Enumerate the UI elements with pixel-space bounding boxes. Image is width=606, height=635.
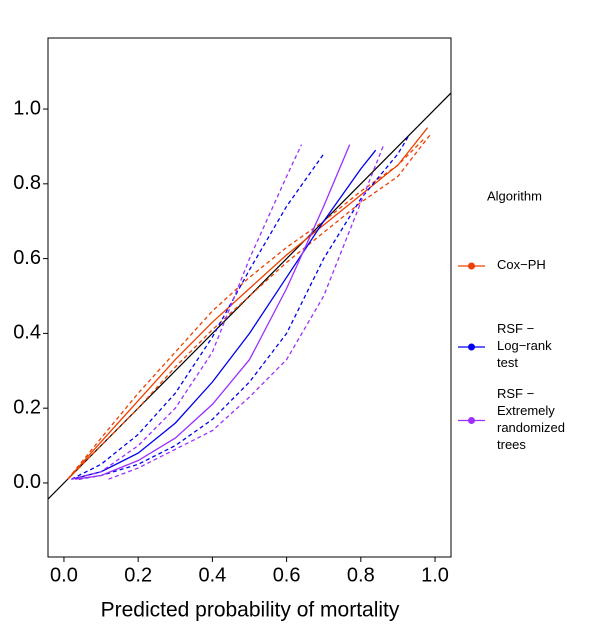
y-tick-label: 0.4	[13, 322, 41, 344]
legend-label-line: Log−rank	[497, 338, 552, 353]
legend-dot	[468, 343, 475, 351]
x-tick-label: 0.0	[50, 564, 78, 586]
series-line	[67, 127, 429, 480]
panel	[47, 37, 452, 558]
y-tick-label: 0.2	[13, 396, 41, 418]
reference-line	[48, 92, 451, 500]
legend-label-line: trees	[497, 437, 526, 452]
legend-title: Algorithm	[487, 188, 542, 203]
legend-dot	[468, 262, 475, 270]
x-tick-label: 0.2	[124, 564, 152, 586]
legend-label: RSF − Log−rank test	[497, 321, 552, 370]
series-line	[75, 144, 351, 480]
legend-label-line: RSF −	[497, 321, 534, 336]
plot-area	[48, 92, 451, 500]
ci-line	[71, 153, 325, 480]
legend-label-line: Extremely	[497, 403, 555, 418]
legend-label: Cox−PH	[497, 257, 546, 272]
ci-line	[71, 144, 303, 480]
y-tick-label: 0.6	[13, 247, 41, 269]
y-tick-label: 0.0	[13, 471, 41, 493]
x-tick-label: 0.4	[198, 564, 226, 586]
legend-label: RSF − Extremely randomized trees	[497, 386, 565, 452]
series-line	[71, 149, 377, 480]
legend-dot	[468, 417, 475, 424]
legend-label-line: test	[497, 355, 518, 370]
legend-label-line: RSF −	[497, 386, 534, 401]
x-axis-label: Predicted probability of mortality	[101, 599, 400, 622]
x-tick-label: 0.6	[273, 564, 301, 586]
ci-line	[108, 146, 384, 480]
x-tick-label: 1.0	[421, 564, 449, 586]
legend-label-line: Cox−PH	[497, 257, 546, 272]
legend-label-line: randomized	[497, 420, 565, 435]
x-tick-label: 0.8	[347, 564, 375, 586]
ci-line	[78, 134, 410, 480]
y-tick-label: 1.0	[13, 97, 41, 119]
ci-line	[67, 132, 432, 480]
y-tick-label: 0.8	[13, 172, 41, 194]
ci-line	[67, 138, 425, 480]
